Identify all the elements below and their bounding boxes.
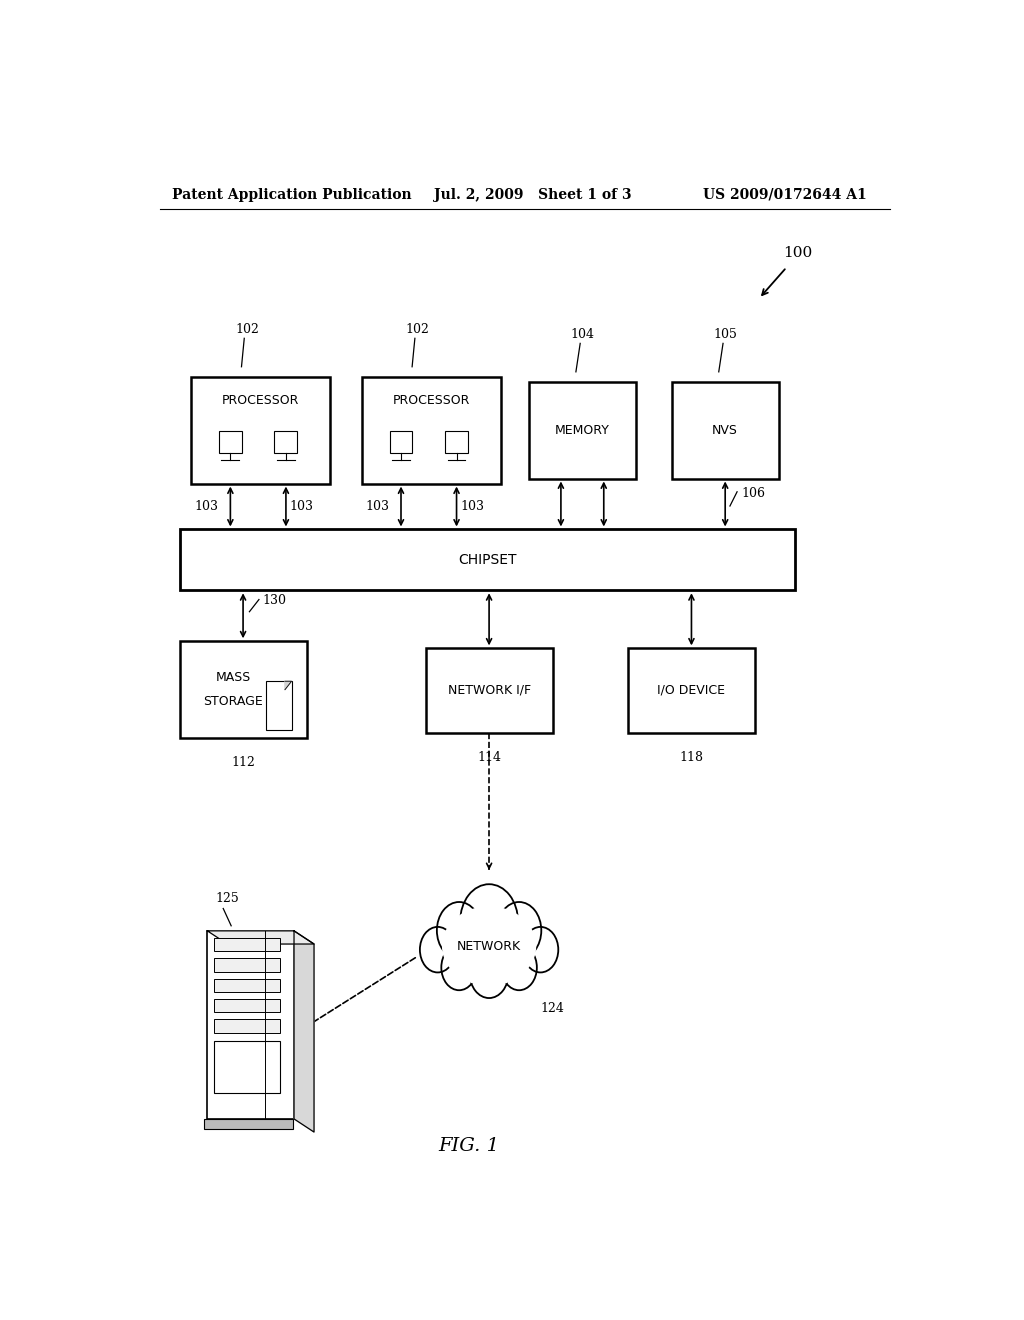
Bar	[266, 681, 292, 730]
Text: STORAGE: STORAGE	[203, 694, 263, 708]
Circle shape	[522, 927, 558, 973]
Text: 100: 100	[782, 246, 812, 260]
Text: MEMORY: MEMORY	[555, 424, 609, 437]
Text: Jul. 2, 2009   Sheet 1 of 3: Jul. 2, 2009 Sheet 1 of 3	[433, 187, 631, 202]
Text: 106: 106	[741, 487, 765, 500]
Circle shape	[420, 927, 456, 973]
Bar	[274, 430, 297, 453]
Bar	[207, 931, 294, 1119]
Text: 103: 103	[290, 500, 314, 513]
Text: 112: 112	[231, 756, 255, 770]
Text: US 2009/0172644 A1: US 2009/0172644 A1	[703, 187, 867, 202]
Text: 125: 125	[215, 892, 239, 906]
Text: PROCESSOR: PROCESSOR	[222, 393, 300, 407]
Text: 102: 102	[236, 323, 259, 337]
Bar	[214, 1019, 281, 1032]
Text: 103: 103	[195, 500, 218, 513]
Bar	[179, 642, 306, 738]
Bar	[672, 381, 779, 479]
Bar	[204, 1119, 293, 1129]
Text: PROCESSOR: PROCESSOR	[393, 393, 470, 407]
Text: 130: 130	[263, 594, 287, 607]
Bar	[191, 378, 331, 483]
Text: MASS: MASS	[215, 672, 251, 684]
Text: NETWORK: NETWORK	[457, 940, 521, 953]
Text: 103: 103	[366, 500, 389, 513]
Bar	[628, 648, 755, 733]
Text: 118: 118	[680, 751, 703, 764]
Circle shape	[497, 902, 542, 958]
Text: NVS: NVS	[713, 424, 738, 437]
Circle shape	[470, 948, 509, 998]
Text: Patent Application Publication: Patent Application Publication	[172, 187, 412, 202]
Text: 124: 124	[541, 1002, 564, 1015]
Bar	[214, 958, 281, 972]
Text: FIG. 1: FIG. 1	[438, 1138, 500, 1155]
Bar	[426, 648, 553, 733]
Polygon shape	[285, 681, 292, 690]
Circle shape	[437, 902, 481, 958]
Bar	[214, 939, 281, 952]
Text: 114: 114	[477, 751, 501, 764]
Bar	[219, 430, 242, 453]
Text: 105: 105	[714, 329, 737, 342]
Bar	[389, 430, 413, 453]
Ellipse shape	[442, 907, 536, 985]
Text: 104: 104	[570, 329, 594, 342]
Polygon shape	[294, 931, 314, 1133]
Circle shape	[441, 945, 477, 990]
Bar	[214, 978, 281, 991]
Bar	[214, 1041, 281, 1093]
Text: NETWORK I/F: NETWORK I/F	[447, 684, 530, 697]
Text: I/O DEVICE: I/O DEVICE	[657, 684, 725, 697]
Bar	[528, 381, 636, 479]
Bar	[179, 529, 795, 590]
Circle shape	[460, 884, 518, 958]
Text: 103: 103	[461, 500, 484, 513]
Bar	[214, 999, 281, 1012]
Text: CHIPSET: CHIPSET	[458, 553, 516, 566]
Circle shape	[502, 945, 537, 990]
Bar	[362, 378, 501, 483]
Polygon shape	[207, 931, 314, 944]
Text: 102: 102	[406, 323, 430, 337]
Bar	[445, 430, 468, 453]
